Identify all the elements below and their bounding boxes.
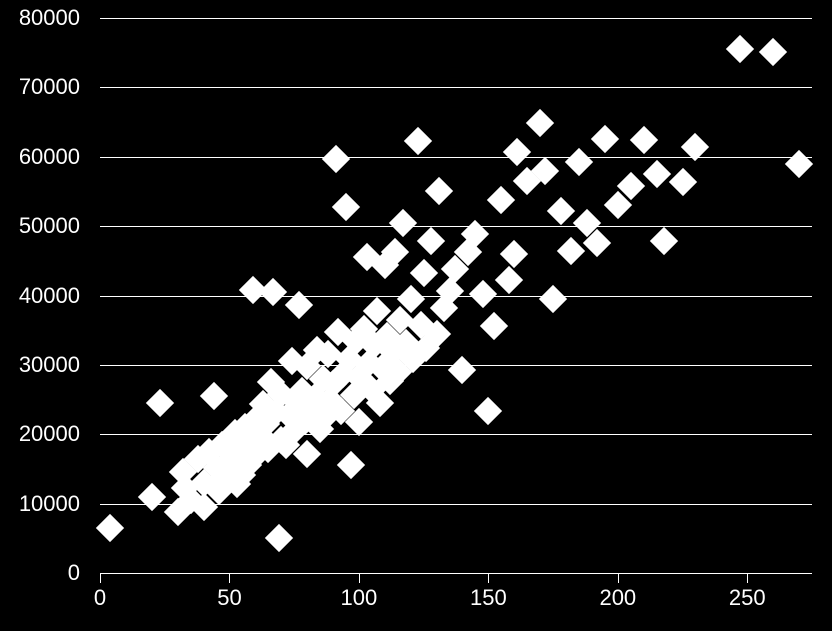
x-tick (229, 573, 230, 583)
scatter-point (526, 109, 554, 137)
scatter-point (96, 514, 124, 542)
scatter-point (630, 126, 658, 154)
y-tick-label: 60000 (0, 144, 80, 170)
y-tick-label: 40000 (0, 283, 80, 309)
scatter-point (145, 389, 173, 417)
y-tick-label: 70000 (0, 74, 80, 100)
y-tick-label: 80000 (0, 5, 80, 31)
x-tick-label: 50 (199, 585, 259, 611)
scatter-point (725, 35, 753, 63)
x-tick-label: 250 (717, 585, 777, 611)
y-tick-label: 10000 (0, 491, 80, 517)
scatter-point (259, 278, 287, 306)
scatter-point (759, 38, 787, 66)
x-tick (618, 573, 619, 583)
scatter-point (591, 125, 619, 153)
y-tick-label: 0 (0, 560, 80, 586)
x-tick (747, 573, 748, 583)
scatter-point (138, 483, 166, 511)
scatter-point (417, 227, 445, 255)
y-gridline (100, 157, 812, 158)
scatter-point (495, 265, 523, 293)
scatter-point (557, 237, 585, 265)
x-tick-label: 100 (329, 585, 389, 611)
scatter-point (650, 227, 678, 255)
x-tick (100, 573, 101, 583)
scatter-point (565, 147, 593, 175)
y-gridline (100, 18, 812, 19)
y-gridline (100, 226, 812, 227)
scatter-point (321, 145, 349, 173)
y-tick-label: 20000 (0, 421, 80, 447)
x-tick-label: 150 (458, 585, 518, 611)
scatter-point (409, 259, 437, 287)
scatter-point (785, 150, 813, 178)
scatter-point (448, 356, 476, 384)
y-tick-label: 50000 (0, 213, 80, 239)
scatter-point (539, 285, 567, 313)
scatter-point (487, 186, 515, 214)
y-gridline (100, 87, 812, 88)
y-tick-label: 30000 (0, 352, 80, 378)
scatter-point (547, 197, 575, 225)
x-tick (488, 573, 489, 583)
y-gridline (100, 573, 812, 574)
scatter-point (425, 177, 453, 205)
scatter-point (200, 382, 228, 410)
scatter-point (503, 138, 531, 166)
scatter-point (479, 312, 507, 340)
scatter-point (332, 193, 360, 221)
scatter-point (337, 451, 365, 479)
scatter-point (469, 280, 497, 308)
scatter-point (264, 524, 292, 552)
x-tick (359, 573, 360, 583)
scatter-point (389, 209, 417, 237)
scatter-point (404, 127, 432, 155)
scatter-point (474, 397, 502, 425)
scatter-point (500, 240, 528, 268)
scatter-point (642, 160, 670, 188)
scatter-point (668, 168, 696, 196)
scatter-plot (100, 18, 812, 573)
y-gridline (100, 434, 812, 435)
x-tick-label: 200 (588, 585, 648, 611)
x-tick-label: 0 (70, 585, 130, 611)
